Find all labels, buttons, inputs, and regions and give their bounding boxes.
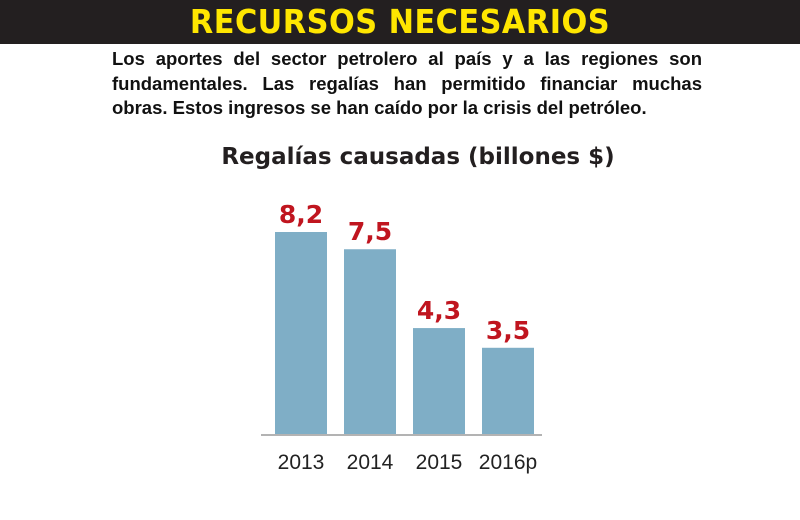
bar-2013	[275, 232, 327, 434]
value-label-2014: 7,5	[348, 217, 392, 246]
bar-2015	[413, 328, 465, 434]
x-tick-2014: 2014	[347, 451, 394, 474]
intro-paragraph: Los aportes del sector petrolero al país…	[112, 48, 702, 118]
chart-title: Regalías causadas (billones $)	[221, 144, 615, 170]
banner-title: RECURSOS NECESARIOS	[189, 2, 611, 41]
value-label-2016p: 3,5	[486, 316, 530, 345]
bar-2016p	[482, 347, 534, 434]
value-label-2015: 4,3	[417, 296, 461, 325]
x-tick-2015: 2015	[416, 451, 463, 474]
value-label-2013: 8,2	[279, 200, 323, 229]
x-tick-2016p: 2016p	[479, 451, 537, 474]
header-banner: RECURSOS NECESARIOS	[0, 0, 800, 44]
x-tick-2013: 2013	[278, 451, 325, 474]
bar-2014	[344, 249, 396, 434]
